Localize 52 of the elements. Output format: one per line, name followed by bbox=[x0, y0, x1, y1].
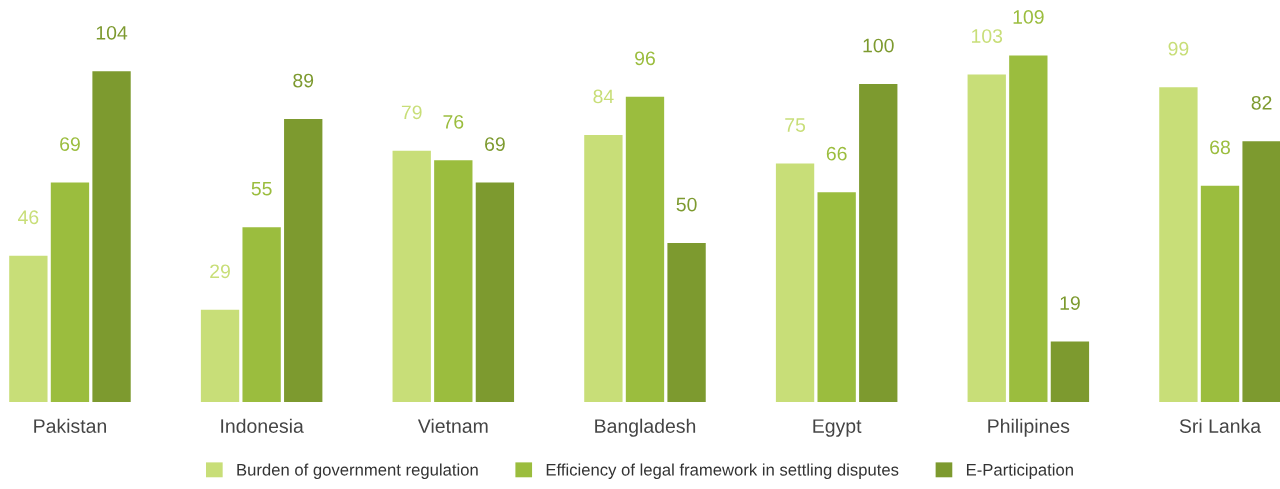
bar bbox=[859, 84, 898, 402]
bar bbox=[200, 309, 240, 402]
bar bbox=[667, 243, 706, 402]
bar bbox=[584, 134, 623, 402]
data-label: 69 bbox=[485, 137, 505, 151]
data-label: 75 bbox=[785, 118, 806, 132]
x-tick-label: Indonesia bbox=[221, 418, 304, 433]
data-label: 55 bbox=[251, 181, 272, 196]
data-label: 82 bbox=[1251, 95, 1272, 110]
bar bbox=[242, 227, 281, 402]
bar bbox=[50, 182, 90, 402]
data-label: 84 bbox=[593, 89, 614, 104]
bar bbox=[967, 74, 1006, 402]
bar bbox=[1009, 55, 1048, 402]
x-tick-label: Sri Lanka bbox=[1179, 418, 1262, 433]
data-label: 66 bbox=[826, 146, 847, 161]
x-tick-label: Pakistan bbox=[34, 418, 106, 433]
data-label: 96 bbox=[635, 51, 655, 66]
bar bbox=[392, 150, 431, 402]
data-label: 69 bbox=[60, 137, 80, 151]
bar bbox=[434, 160, 473, 402]
bar bbox=[284, 119, 323, 402]
x-tick-label: Philipines bbox=[988, 418, 1070, 437]
bar bbox=[1050, 341, 1090, 402]
data-label: 103 bbox=[972, 29, 1003, 43]
data-label: 99 bbox=[1168, 41, 1189, 56]
data-label: 76 bbox=[443, 114, 464, 129]
legend-label: E-Participation bbox=[966, 463, 1073, 479]
bar bbox=[1200, 185, 1240, 402]
legend-label: Burden of government regulation bbox=[237, 463, 478, 479]
data-label: 104 bbox=[96, 25, 128, 40]
bar bbox=[775, 163, 815, 402]
x-tick-label: Vietnam bbox=[417, 418, 488, 433]
bar bbox=[9, 255, 48, 402]
x-tick-label: Egypt bbox=[813, 419, 862, 437]
data-label: 89 bbox=[293, 73, 314, 88]
bar bbox=[1159, 87, 1198, 402]
data-label: 29 bbox=[210, 264, 230, 279]
data-label: 46 bbox=[18, 210, 39, 225]
data-label: 19 bbox=[1060, 296, 1080, 310]
data-label: 50 bbox=[676, 197, 697, 212]
legend-label: Efficiency of legal framework in settling disputes bbox=[546, 463, 899, 479]
bar bbox=[92, 71, 131, 402]
data-label: 100 bbox=[863, 38, 894, 53]
bar bbox=[1242, 141, 1280, 402]
bar bbox=[817, 192, 856, 402]
data-label: 68 bbox=[1210, 140, 1230, 155]
data-label: 79 bbox=[401, 105, 422, 120]
x-tick-label: Bangladesh bbox=[595, 418, 696, 437]
bar bbox=[625, 96, 665, 402]
bar bbox=[475, 182, 515, 402]
data-label: 109 bbox=[1013, 10, 1044, 24]
